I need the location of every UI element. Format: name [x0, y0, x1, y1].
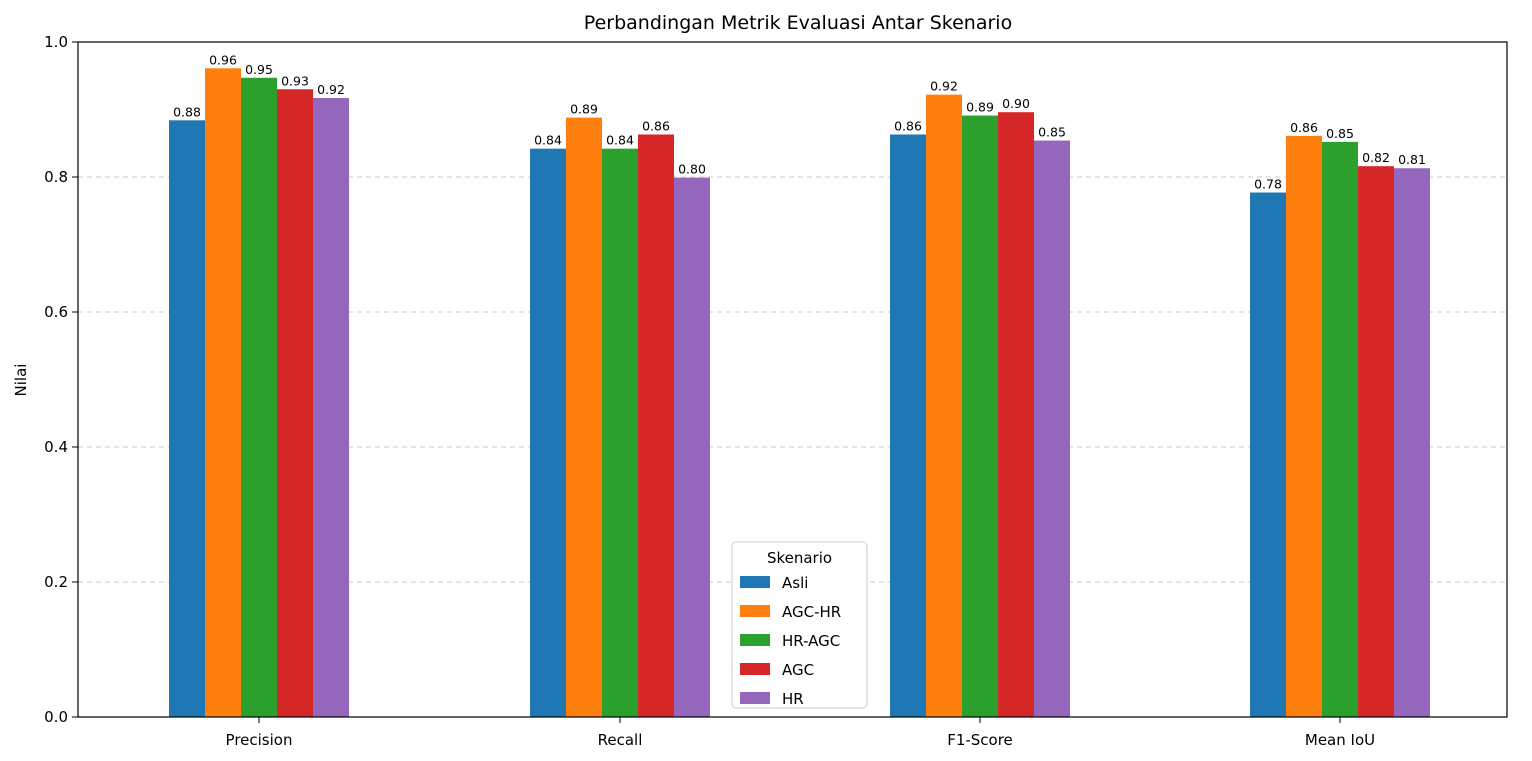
bar	[277, 89, 313, 717]
bar	[1034, 140, 1070, 718]
bar	[169, 120, 205, 718]
data-label: 0.90	[1002, 96, 1030, 111]
legend-title: Skenario	[767, 549, 832, 567]
bar	[313, 98, 349, 717]
legend-label: HR	[782, 690, 804, 708]
legend-label: AGC	[782, 661, 814, 679]
bar	[1358, 166, 1394, 717]
bars	[169, 68, 1430, 718]
bar	[602, 148, 638, 717]
y-tick-label: 0.6	[44, 303, 68, 321]
bar	[926, 94, 962, 717]
data-label: 0.86	[642, 118, 670, 133]
legend-label: HR-AGC	[782, 632, 840, 650]
bar	[566, 117, 602, 718]
y-tick-label: 1.0	[44, 33, 68, 51]
data-label: 0.81	[1398, 152, 1426, 167]
data-label: 0.85	[1326, 126, 1354, 141]
y-tick-label: 0.0	[44, 708, 68, 726]
bar	[674, 177, 710, 718]
legend-swatch	[740, 576, 770, 588]
y-axis-label: Nilai	[12, 364, 30, 397]
data-label: 0.95	[245, 62, 273, 77]
data-labels: 0.88 0.84 0.86 0.78 0.96 0.89 0.92 0.86 0.95 0.84…	[173, 52, 1426, 191]
legend-swatch	[740, 663, 770, 675]
y-tick-label: 0.8	[44, 168, 68, 186]
bar	[205, 68, 241, 717]
data-label: 0.84	[606, 133, 634, 148]
data-label: 0.86	[1290, 120, 1318, 135]
bar	[1250, 192, 1286, 717]
x-tick-label: Precision	[226, 731, 293, 749]
data-label: 0.96	[209, 52, 237, 67]
axis-ticks: 0.0 0.2 0.4 0.6 0.8 1.0 Precision Recall F1-Scor…	[44, 33, 1375, 749]
bar	[241, 77, 277, 717]
legend-swatch	[740, 634, 770, 646]
legend-swatch	[740, 605, 770, 617]
plot-frame	[77, 41, 1508, 718]
chart-title: Perbandingan Metrik Evaluasi Antar Skena…	[584, 12, 1012, 34]
data-label: 0.88	[173, 104, 201, 119]
legend-label: AGC-HR	[782, 603, 841, 621]
data-label: 0.80	[678, 162, 706, 177]
bar	[1286, 135, 1322, 717]
data-label: 0.89	[570, 102, 598, 117]
bar	[530, 148, 566, 717]
y-tick-label: 0.2	[44, 573, 68, 591]
bar	[1394, 168, 1430, 718]
bar	[890, 134, 926, 718]
bar	[1322, 141, 1358, 717]
legend: Skenario Asli AGC-HR HR-AGC AGC HR	[731, 541, 868, 709]
data-label: 0.84	[534, 133, 562, 148]
data-label: 0.85	[1038, 125, 1066, 140]
data-label: 0.86	[894, 118, 922, 133]
data-label: 0.89	[966, 100, 994, 115]
legend-label: Asli	[782, 574, 808, 592]
data-label: 0.93	[281, 73, 309, 88]
y-tick-label: 0.4	[44, 438, 68, 456]
x-tick-label: Recall	[598, 731, 643, 749]
x-tick-label: Mean IoU	[1305, 731, 1375, 749]
data-label: 0.92	[317, 82, 345, 97]
x-tick-label: F1-Score	[947, 731, 1013, 749]
bar	[638, 134, 674, 718]
bar	[998, 112, 1034, 717]
data-label: 0.92	[930, 79, 958, 94]
data-label: 0.78	[1254, 177, 1282, 192]
legend-swatch	[740, 692, 770, 704]
data-label: 0.82	[1362, 150, 1390, 165]
bar	[962, 115, 998, 717]
